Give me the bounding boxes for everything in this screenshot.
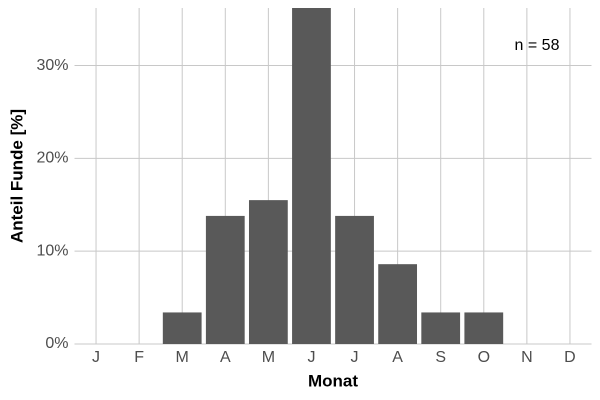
y-tick-label: 30% [36,57,68,74]
x-tick-label: D [564,349,576,366]
y-tick-label: 0% [45,335,68,352]
x-tick-label: J [92,349,100,366]
bar [162,312,202,344]
x-tick-label: J [307,349,315,366]
x-tick-label: M [262,349,275,366]
x-tick-label: A [220,349,231,366]
x-axis-title: Monat [308,371,358,390]
x-tick-label: O [478,349,490,366]
x-tick-label: J [351,349,359,366]
bar [292,8,331,344]
x-tick-label: A [392,349,403,366]
x-tick-label: M [176,349,189,366]
x-tick-label: N [521,349,533,366]
bar [378,264,418,344]
x-tick-label: S [435,349,446,366]
bar [248,200,288,344]
y-axis-title: Anteil Funde [%] [7,109,26,243]
bar [335,215,374,344]
y-tick-label: 20% [36,150,68,167]
y-tick-label: 10% [36,242,68,259]
bar [464,312,504,344]
x-tick-label: F [134,349,144,366]
bar [421,312,461,344]
annotation: n = 58 [515,37,560,54]
bar [205,215,245,344]
